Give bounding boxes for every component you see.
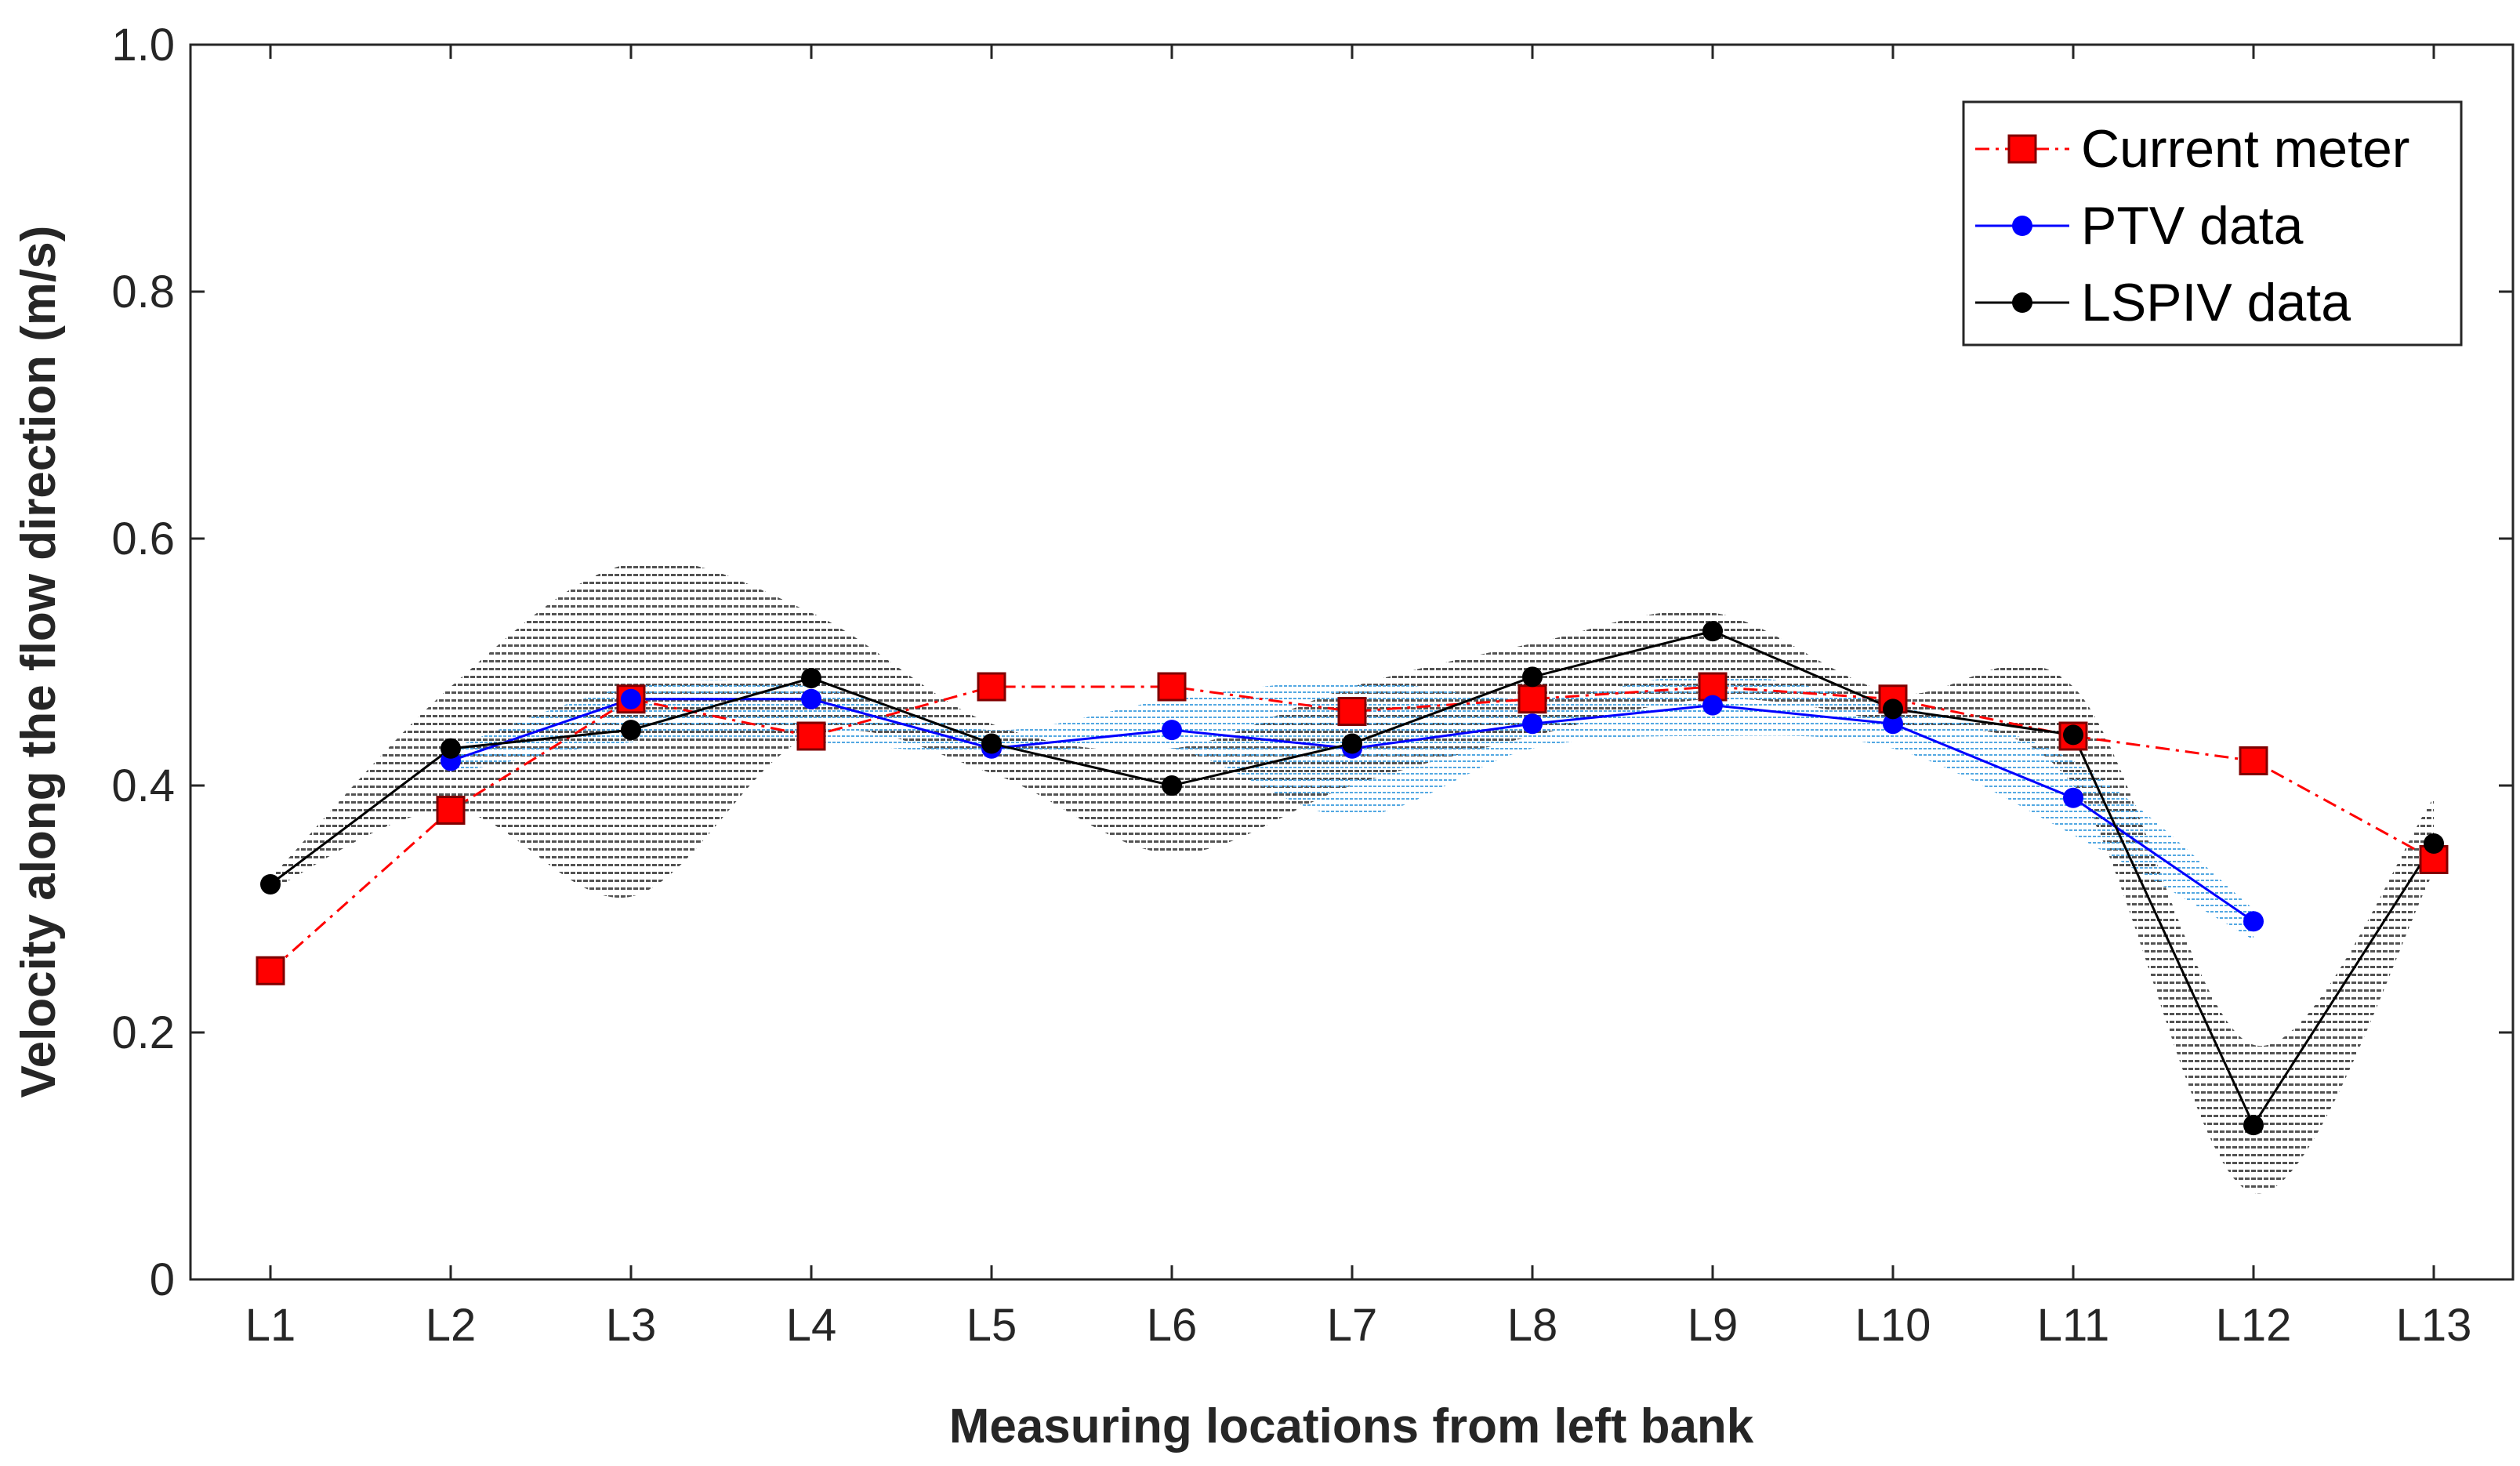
y-tick-label: 0.4 [111,760,175,811]
y-tick-label: 1.0 [111,20,175,71]
data-point-lspiv-data [2243,1115,2264,1136]
data-point-lspiv-data [801,667,821,688]
data-point-lspiv-data [1162,775,1182,796]
ptv-uncertainty-band [451,674,2253,940]
series-markers [256,621,2449,1136]
data-point-current-meter [2239,746,2268,775]
x-tick-label: L6 [1147,1300,1198,1351]
x-tick-label: L4 [786,1300,837,1351]
legend-black-circle-marker-icon [2012,292,2032,313]
data-point-lspiv-data [441,738,461,759]
data-point-lspiv-data [260,874,281,894]
data-point-current-meter [256,956,285,985]
y-tick-label: 0.8 [111,267,175,318]
data-point-ptv-data [801,688,821,709]
legend-square-marker-icon [2007,134,2037,164]
legend: Current meter PTV data LSPIV data [1962,100,2463,347]
data-point-lspiv-data [1522,666,1543,688]
x-tick-label: L2 [426,1300,477,1351]
data-point-lspiv-data [1883,699,1903,720]
x-tick-label: L7 [1327,1300,1378,1351]
data-point-current-meter [796,721,826,751]
x-tick-label: L5 [966,1300,1017,1351]
data-point-lspiv-data [621,720,641,741]
x-tick-label: L11 [2037,1300,2109,1351]
data-point-lspiv-data [981,733,1002,754]
data-point-lspiv-data [1342,733,1362,754]
y-tick-label: 0.2 [111,1007,175,1058]
x-tick-label: L1 [245,1300,296,1351]
x-tick-label: L3 [606,1300,657,1351]
legend-label-lspiv-data: LSPIV data [2081,273,2351,332]
data-point-ptv-data [621,688,641,709]
x-tick-label: L8 [1507,1300,1558,1351]
data-point-lspiv-data [2424,833,2444,855]
data-point-ptv-data [2063,787,2083,808]
legend-item-current-meter: Current meter [1975,119,2409,179]
x-tick-label: L10 [1855,1300,1931,1351]
data-point-ptv-data [1883,713,1903,735]
x-tick-label: L13 [2396,1300,2472,1351]
data-point-current-meter [1157,672,1187,702]
x-axis: L1 L2 L3 L4 L5 L6 L7 L8 L9 L10 L11 L12 L13 [245,45,2472,1351]
y-axis: 0 0.2 0.4 0.6 0.8 1.0 [111,20,2513,1305]
data-point-ptv-data [2243,911,2264,932]
legend-label-ptv-data: PTV data [2081,196,2304,256]
x-tick-label: L9 [1688,1300,1739,1351]
legend-blue-circle-marker-icon [2012,216,2032,236]
legend-item-lspiv-data: LSPIV data [1975,273,2351,332]
data-point-ptv-data [1522,713,1543,735]
y-tick-label: 0.6 [111,513,175,564]
data-point-ptv-data [1702,695,1723,716]
legend-box [1962,100,2463,347]
data-point-current-meter [1517,684,1547,714]
y-axis-title: Velocity along the flow direction (m/s) [12,226,66,1098]
data-point-lspiv-data [2063,724,2083,746]
data-point-lspiv-data [1702,621,1723,642]
data-point-ptv-data [1162,720,1182,741]
legend-item-ptv-data: PTV data [1975,196,2304,256]
x-axis-title: Measuring locations from left bank [949,1399,1754,1453]
legend-label-current-meter: Current meter [2081,119,2409,179]
y-tick-label: 0 [150,1254,175,1305]
data-point-current-meter [436,796,466,825]
data-point-current-meter [1337,697,1367,726]
x-tick-label: L12 [2216,1300,2292,1351]
data-point-current-meter [977,672,1006,702]
